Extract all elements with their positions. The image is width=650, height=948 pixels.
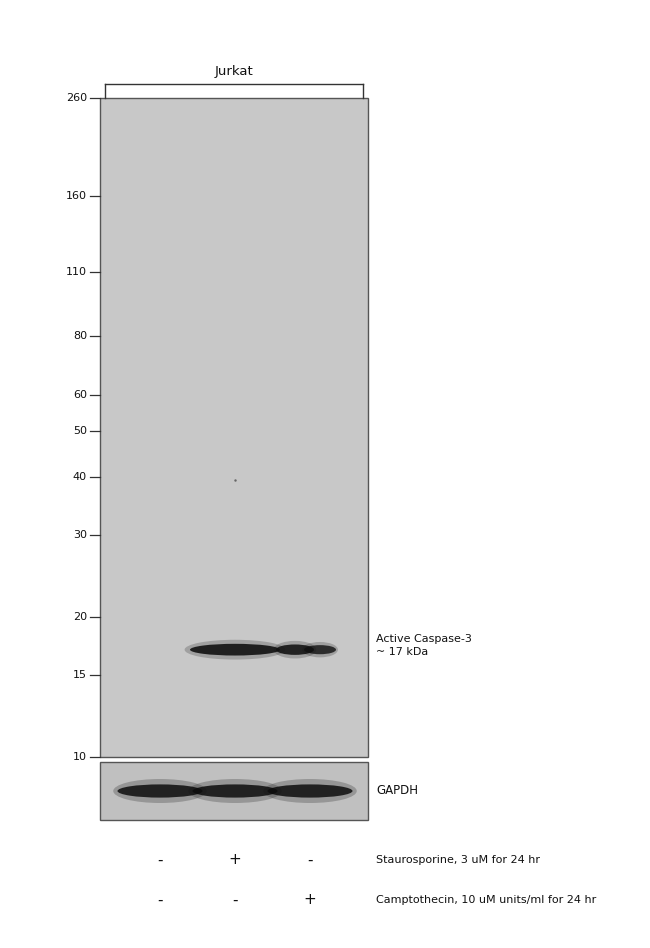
Ellipse shape xyxy=(113,779,207,803)
Ellipse shape xyxy=(188,779,281,803)
Text: 80: 80 xyxy=(73,332,87,341)
Text: 15: 15 xyxy=(73,670,87,680)
Ellipse shape xyxy=(268,784,352,797)
Text: +: + xyxy=(304,892,317,907)
Text: 20: 20 xyxy=(73,611,87,622)
Ellipse shape xyxy=(118,784,203,797)
Text: -: - xyxy=(232,892,238,907)
Text: 60: 60 xyxy=(73,390,87,400)
Ellipse shape xyxy=(263,779,357,803)
Text: 160: 160 xyxy=(66,191,87,201)
Text: Active Caspase-3
~ 17 kDa: Active Caspase-3 ~ 17 kDa xyxy=(376,634,472,657)
Text: Camptothecin, 10 uM units/ml for 24 hr: Camptothecin, 10 uM units/ml for 24 hr xyxy=(376,895,596,905)
Text: Staurosporine, 3 uM for 24 hr: Staurosporine, 3 uM for 24 hr xyxy=(376,855,540,865)
Ellipse shape xyxy=(190,644,280,655)
Text: Jurkat: Jurkat xyxy=(214,65,254,78)
Bar xyxy=(100,98,368,757)
Text: 40: 40 xyxy=(73,471,87,482)
Ellipse shape xyxy=(304,646,336,654)
Text: 260: 260 xyxy=(66,93,87,103)
Ellipse shape xyxy=(276,645,314,655)
Text: -: - xyxy=(307,852,313,867)
Text: GAPDH: GAPDH xyxy=(376,785,418,797)
Text: -: - xyxy=(157,852,162,867)
Text: -: - xyxy=(157,892,162,907)
Text: 10: 10 xyxy=(73,752,87,762)
Text: 50: 50 xyxy=(73,427,87,436)
Ellipse shape xyxy=(185,640,285,660)
Ellipse shape xyxy=(192,784,278,797)
Text: 110: 110 xyxy=(66,267,87,277)
Ellipse shape xyxy=(274,641,317,659)
Ellipse shape xyxy=(302,642,338,657)
Bar xyxy=(100,762,368,820)
Text: +: + xyxy=(229,852,241,867)
Text: 30: 30 xyxy=(73,530,87,539)
